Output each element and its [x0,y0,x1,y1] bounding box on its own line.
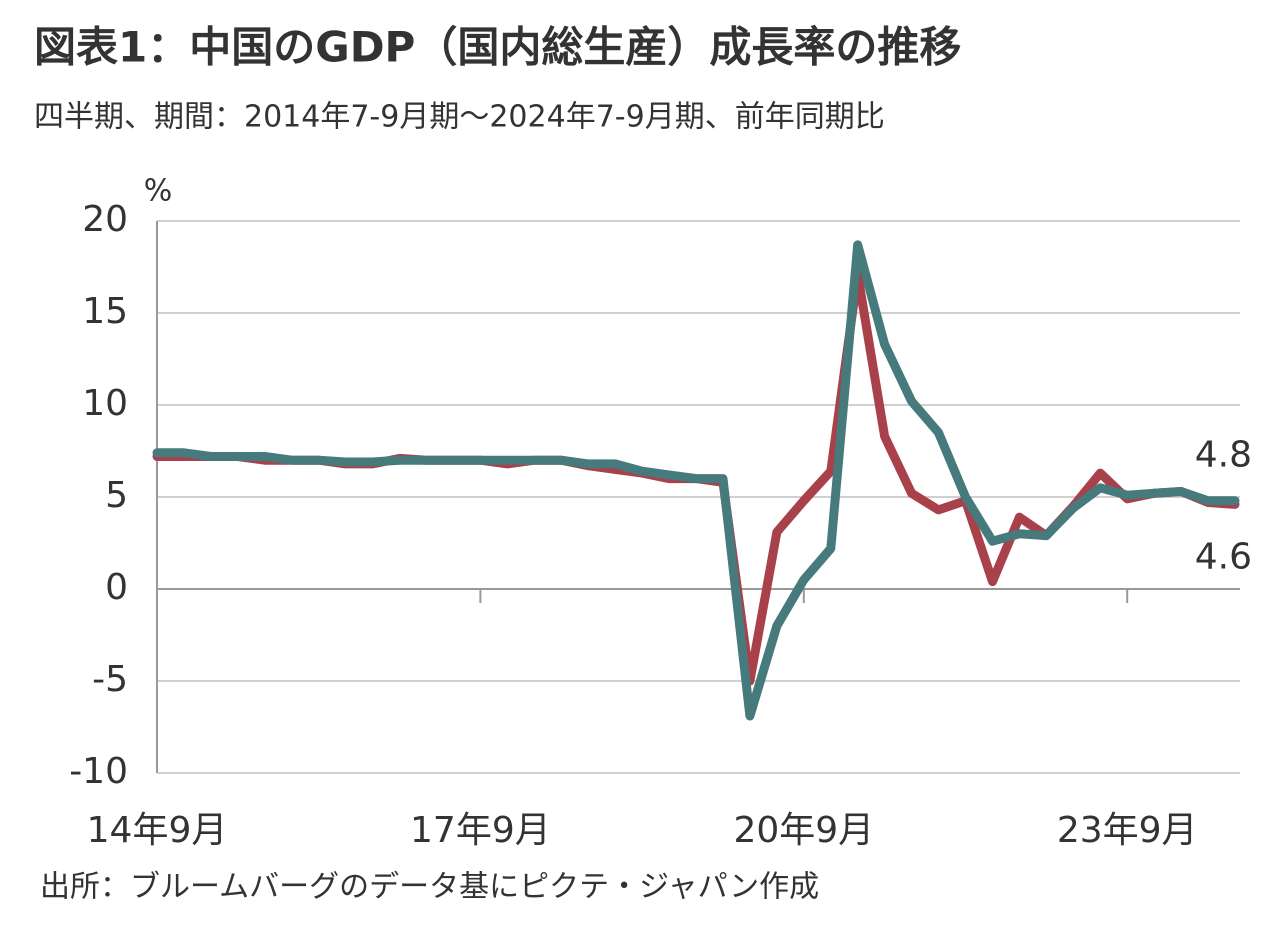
series-line [152,240,1240,721]
chart-subtitle: 四半期、期間：2014年7-9月期～2024年7-9月期、前年同期比 [34,100,885,135]
x-tick-label: 23年9月 [1057,810,1198,851]
x-tick-label: 20年9月 [733,810,874,851]
y-tick-label: 0 [105,567,128,608]
y-tick-label: -5 [92,659,128,700]
data-label: 4.6 [1195,536,1252,577]
chart-title: 図表1：中国のGDP（国内総生産）成長率の推移 [34,23,961,72]
y-tick-label: 15 [82,291,128,332]
y-tick-label: 5 [105,475,128,516]
y-tick-label: 20 [82,199,128,240]
source-note: 出所：ブルームバーグのデータ基にピクテ・ジャパン作成 [40,870,819,905]
x-tick-label: 17年9月 [410,810,551,851]
data-label: 4.8 [1195,435,1252,476]
y-tick-label: 10 [82,383,128,424]
y-unit: % [144,174,173,209]
x-tick-label: 14年9月 [87,810,228,851]
y-tick-label: -10 [69,751,128,792]
